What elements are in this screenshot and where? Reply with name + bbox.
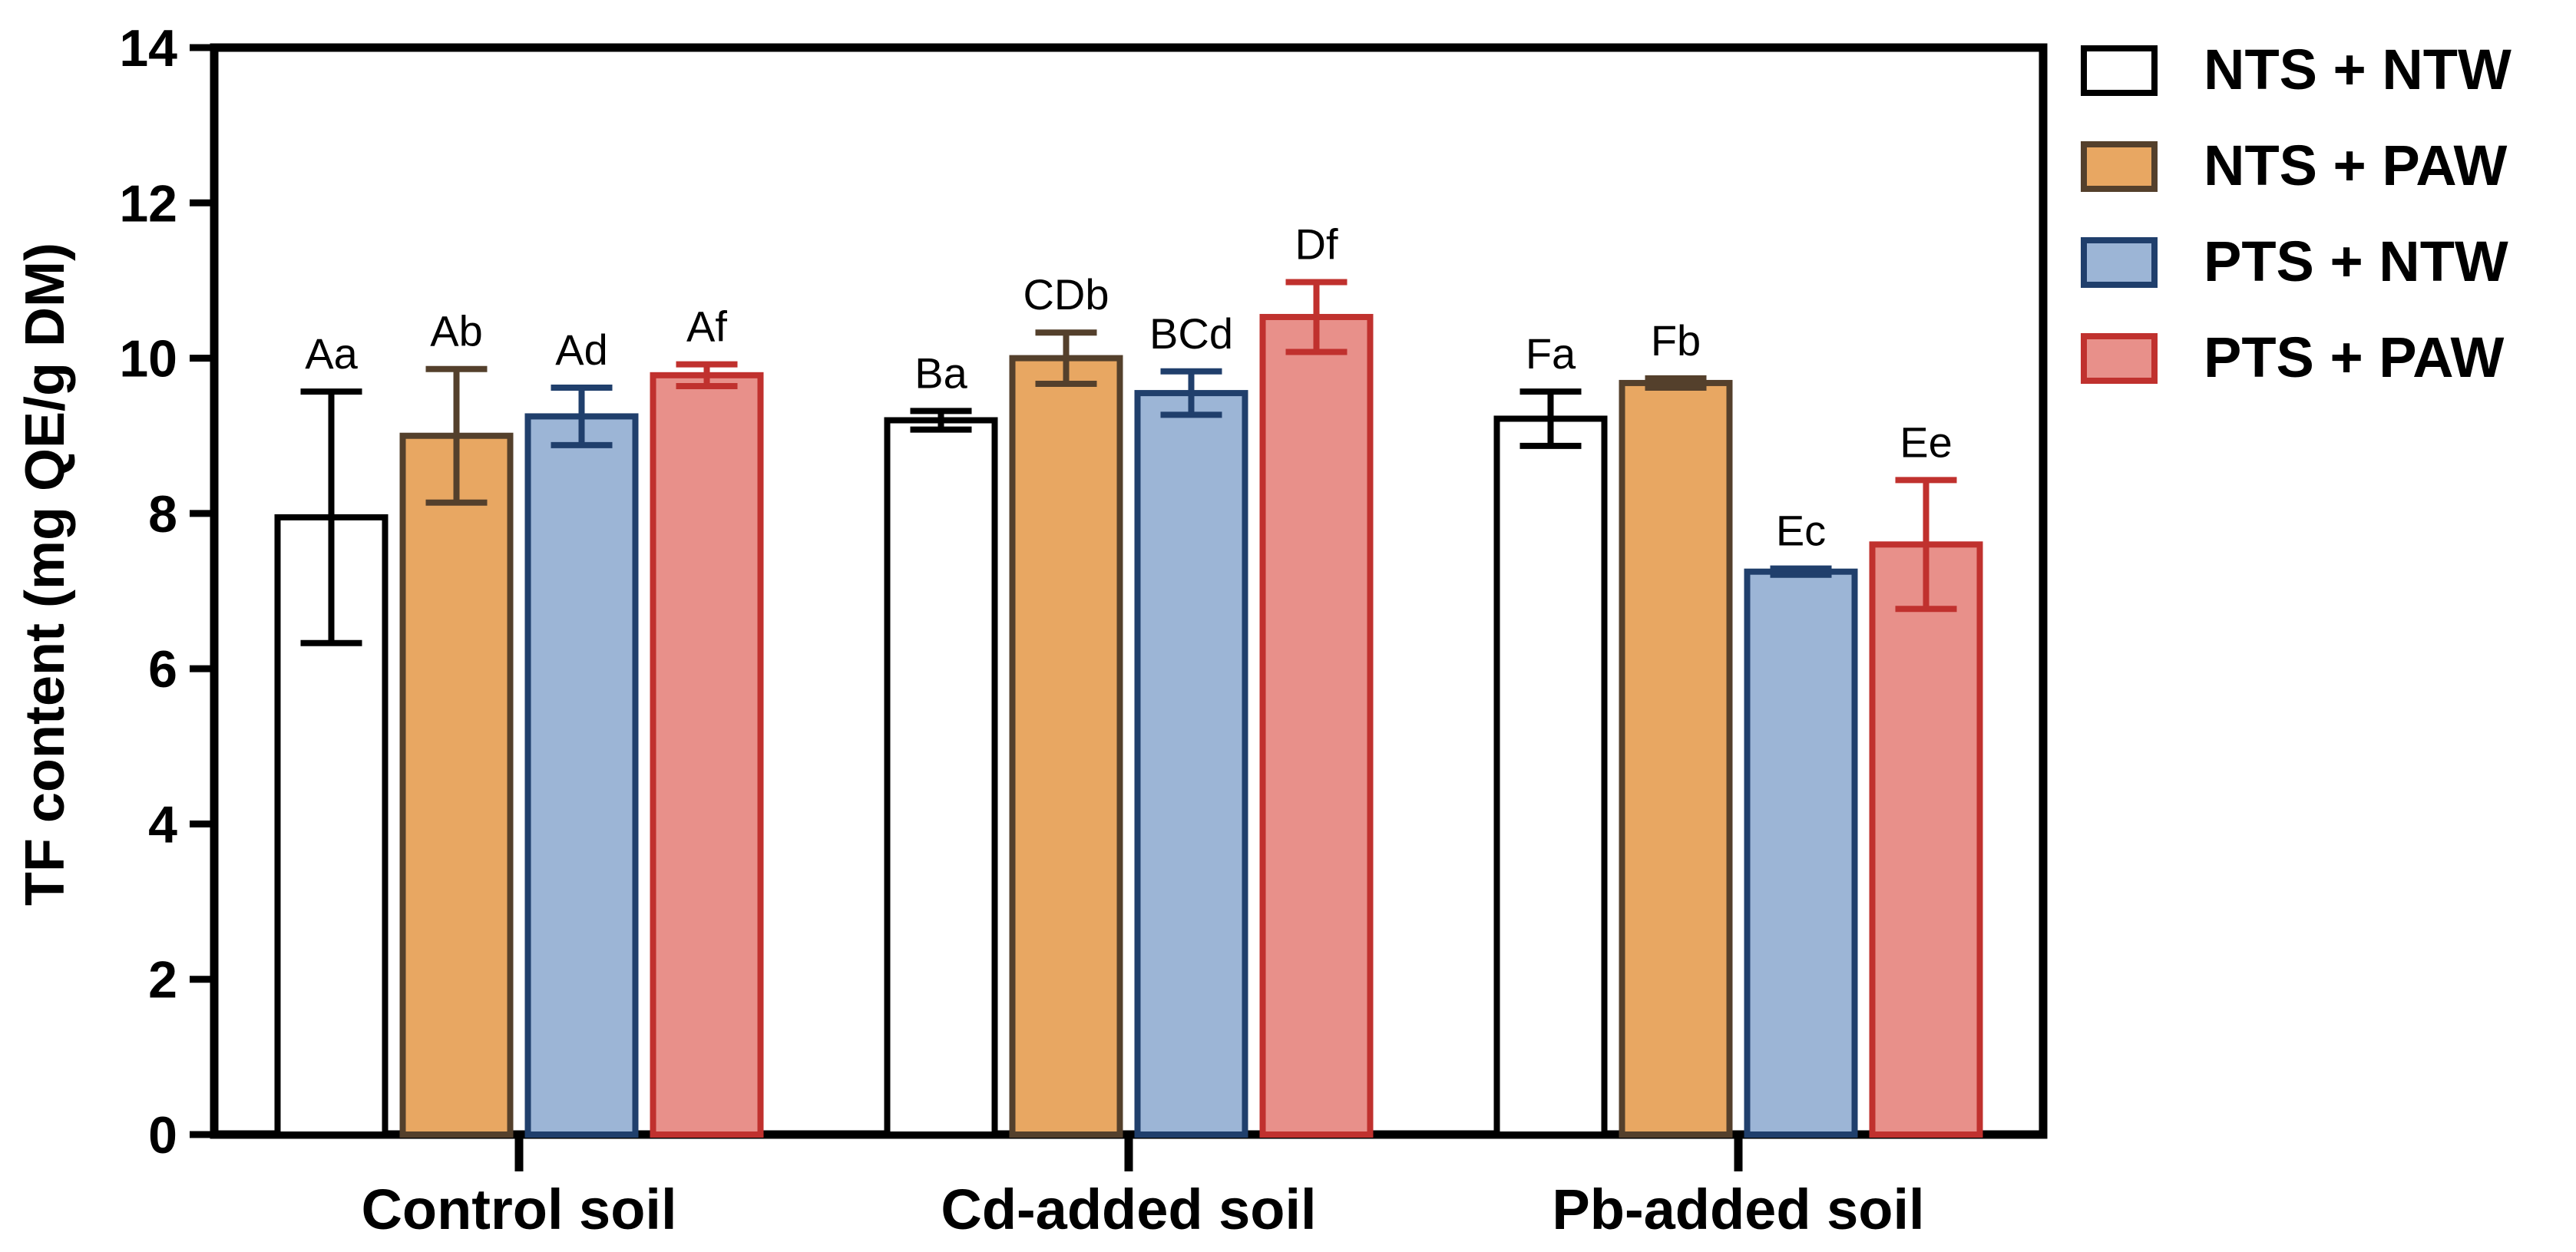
legend-label-pts-paw: PTS + PAW (2204, 325, 2504, 389)
data-label-pts-ntw-cd-added-soil: BCd (1149, 309, 1233, 358)
data-label-nts-paw-control-soil: Ab (430, 307, 483, 355)
data-label-nts-ntw-pb-added-soil: Fa (1526, 329, 1576, 378)
error-bar-nts-ntw-cd-added-soil (910, 408, 972, 433)
y-axis-title: TF content (mg QE/g DM) (15, 243, 76, 906)
bar-pts-paw-pb-added-soil (1869, 541, 1983, 1138)
data-label-pts-paw-pb-added-soil: Ee (1900, 418, 1953, 466)
bar-pts-ntw-control-soil (524, 413, 639, 1138)
legend-swatch-nts-ntw (2081, 45, 2158, 96)
data-label-pts-ntw-pb-added-soil: Ec (1776, 507, 1826, 555)
error-bar-pts-paw-pb-added-soil (1895, 477, 1957, 613)
y-tick-label-12: 12 (119, 174, 177, 233)
legend-label-pts-ntw: PTS + NTW (2204, 230, 2508, 293)
legend-item-pts-ntw: PTS + NTW (2081, 230, 2508, 293)
legend-label-nts-paw: NTS + PAW (2204, 134, 2508, 197)
y-tick-label-2: 2 (148, 951, 177, 1009)
bar-nts-paw-control-soil (399, 432, 514, 1138)
data-label-nts-ntw-cd-added-soil: Ba (914, 349, 967, 397)
data-label-nts-ntw-control-soil: Aa (305, 329, 358, 378)
data-label-nts-paw-cd-added-soil: CDb (1023, 270, 1109, 319)
bar-nts-paw-pb-added-soil (1619, 379, 1733, 1138)
bar-nts-paw-cd-added-soil (1009, 355, 1123, 1138)
error-bar-pts-ntw-control-soil (551, 385, 613, 448)
error-bar-pts-paw-cd-added-soil (1285, 279, 1348, 355)
data-label-nts-paw-pb-added-soil: Fb (1651, 316, 1701, 365)
error-bar-pts-paw-control-soil (676, 361, 738, 389)
bar-pts-ntw-cd-added-soil (1134, 390, 1248, 1138)
y-tick-label-14: 14 (119, 19, 177, 78)
legend-item-nts-ntw: NTS + NTW (2081, 38, 2512, 101)
significance-labels: Aa Ab Ad Af Ba CDb BCd Df Fa Fb Ec Ee (305, 220, 1953, 554)
error-bar-pts-ntw-cd-added-soil (1160, 368, 1222, 418)
bar-pts-paw-control-soil (650, 372, 764, 1138)
error-bars (300, 279, 1957, 646)
y-tick-label-0: 0 (148, 1106, 177, 1164)
error-bar-nts-ntw-control-soil (300, 388, 362, 646)
x-tick-label-cd-added-soil: Cd-added soil (941, 1178, 1316, 1241)
bars (274, 313, 1983, 1138)
data-label-pts-paw-control-soil: Af (686, 302, 727, 351)
bar-nts-ntw-cd-added-soil (884, 417, 998, 1138)
legend-swatch-pts-ntw (2081, 237, 2158, 288)
bar-nts-ntw-pb-added-soil (1493, 415, 1608, 1138)
error-bar-nts-paw-cd-added-soil (1035, 329, 1097, 387)
y-tick-label-6: 6 (148, 640, 177, 699)
legend-item-nts-paw: NTS + PAW (2081, 134, 2508, 197)
error-bar-nts-paw-control-soil (425, 365, 488, 506)
error-bar-nts-ntw-pb-added-soil (1519, 388, 1582, 449)
x-tick-label-control-soil: Control soil (361, 1178, 676, 1241)
error-bar-pts-ntw-pb-added-soil (1770, 565, 1832, 578)
bar-pts-ntw-pb-added-soil (1744, 568, 1858, 1138)
legend: NTS + NTW NTS + PAW PTS + NTW PTS + PAW (2081, 38, 2512, 389)
y-tick-label-4: 4 (148, 795, 177, 854)
legend-swatch-nts-paw (2081, 141, 2158, 192)
error-bar-nts-paw-pb-added-soil (1645, 375, 1707, 391)
x-tick-label-pb-added-soil: Pb-added soil (1552, 1178, 1924, 1241)
legend-item-pts-paw: PTS + PAW (2081, 325, 2504, 389)
axes: 0 2 4 6 8 10 12 14 Control soil Cd-added soil Pb-a… (119, 19, 2048, 1241)
data-label-pts-ntw-control-soil: Ad (555, 325, 608, 374)
data-label-pts-paw-cd-added-soil: Df (1295, 220, 1338, 268)
bar-pts-paw-cd-added-soil (1259, 313, 1374, 1138)
y-tick-label-8: 8 (148, 485, 177, 543)
y-tick-label-10: 10 (119, 330, 177, 388)
legend-swatch-pts-paw (2081, 333, 2158, 384)
legend-label-nts-ntw: NTS + NTW (2204, 38, 2512, 101)
